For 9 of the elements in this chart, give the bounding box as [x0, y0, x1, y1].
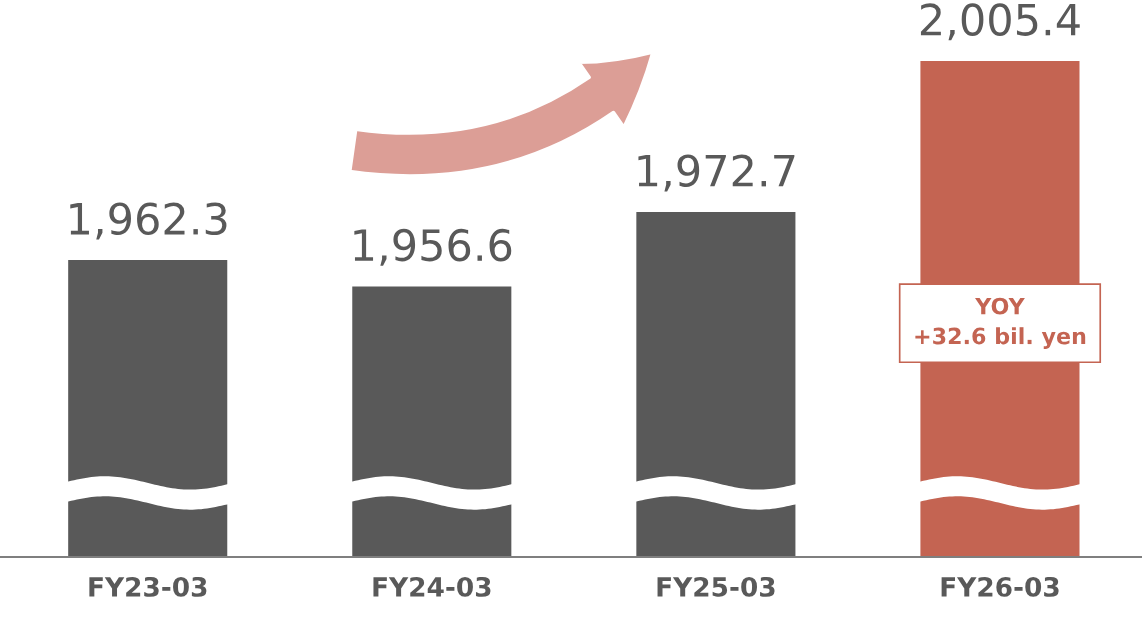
- x-tick-label: FY24-03: [373, 576, 491, 597]
- data-label: 1,962.3: [70, 202, 227, 240]
- x-tick-label: FY25-03: [657, 576, 775, 597]
- data-label: 1,972.7: [638, 154, 795, 192]
- x-tick-label: FY23-03: [89, 576, 207, 597]
- data-label: 2,005.4: [920, 3, 1080, 41]
- annotation: YOY +32.6 bil. yen: [915, 297, 1086, 349]
- x-tick-label: FY26-03: [941, 576, 1059, 597]
- data-label: 1,956.6: [354, 228, 512, 266]
